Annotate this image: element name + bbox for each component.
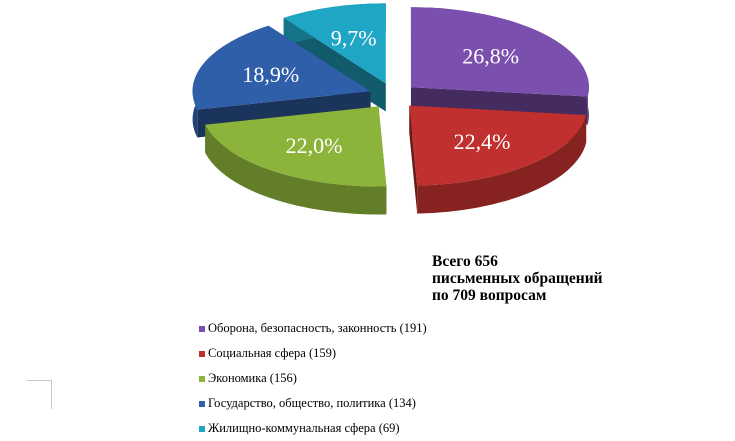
- legend-item: Оборона, безопасность, законность (191): [199, 316, 427, 341]
- legend-label: Экономика (156): [208, 371, 297, 385]
- legend: Оборона, безопасность, законность (191) …: [199, 316, 427, 441]
- pie-slice-side: [205, 124, 387, 215]
- pie-slice: [192, 25, 371, 110]
- legend-item: Жилищно-коммунальная сфера (69): [199, 416, 427, 441]
- legend-label: Жилищно-коммунальная сфера (69): [208, 421, 400, 435]
- pie-slice-side: [417, 114, 587, 214]
- pie-value-label: 18,9%: [242, 62, 299, 87]
- legend-item: Социальная сфера (159): [199, 341, 427, 366]
- legend-label: Социальная сфера (159): [208, 346, 337, 360]
- legend-swatch: [199, 375, 205, 382]
- legend-swatch: [199, 350, 205, 357]
- total-caption-line: по 709 вопросам: [432, 287, 547, 304]
- pie-value-label: 22,4%: [454, 129, 511, 154]
- pie-slice-wall: [409, 105, 418, 214]
- legend-label: Государство, общество, политика (134): [208, 396, 416, 410]
- legend-label: Оборона, безопасность, законность (191): [208, 321, 427, 335]
- pie-slice: [409, 105, 587, 186]
- legend-item: Государство, общество, политика (134): [199, 391, 427, 416]
- legend-swatch: [199, 425, 205, 432]
- pie-slice: [410, 7, 589, 97]
- pie-slice: [283, 3, 386, 84]
- pie-slice: [205, 106, 387, 187]
- legend-item: Экономика (156): [199, 366, 427, 391]
- legend-swatch: [199, 400, 205, 407]
- total-caption-line: письменных обращений: [432, 270, 603, 287]
- legend-swatch: [199, 325, 205, 332]
- pie-value-label: 9,7%: [331, 26, 377, 51]
- total-caption-line: Всего 656: [432, 253, 498, 270]
- pie-value-label: 22,0%: [286, 133, 343, 158]
- total-caption: Всего 656 письменных обращений по 709 во…: [432, 253, 692, 304]
- pie-value-label: 26,8%: [462, 43, 519, 68]
- corner-mark: [27, 380, 52, 409]
